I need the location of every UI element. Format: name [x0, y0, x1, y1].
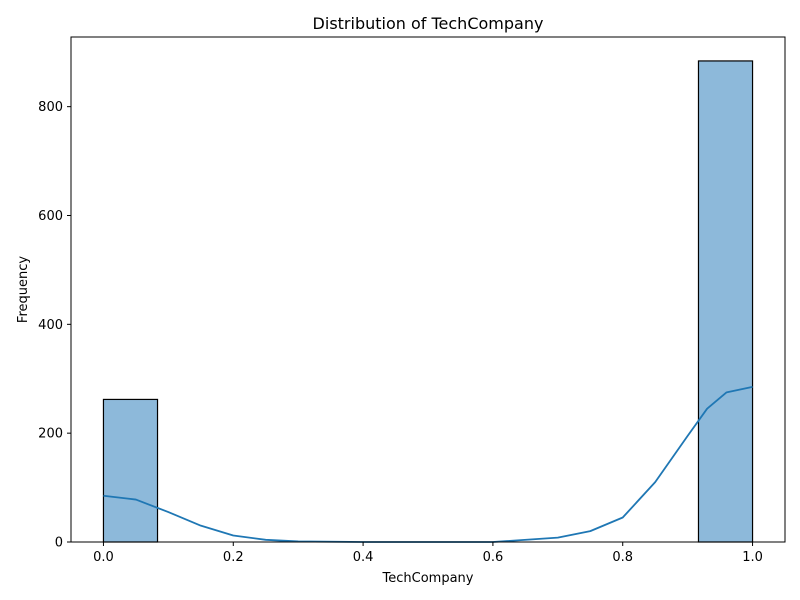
bars-layer [102, 60, 754, 543]
x-axis-label: TechCompany [382, 571, 474, 586]
plot-frame [70, 36, 786, 543]
y-tick-label: 600 [38, 209, 63, 224]
y-tick-label: 400 [38, 318, 63, 333]
y-tick-label: 0 [55, 536, 63, 551]
y-axis-label: Frequency [16, 256, 31, 323]
x-tick-label: 1.0 [742, 550, 763, 565]
y-axis-ticks: 0 200 400 600 800 [38, 100, 71, 551]
x-tick-label: 0.0 [93, 550, 114, 565]
y-tick-label: 200 [38, 427, 63, 442]
x-axis-ticks: 0.0 0.2 0.4 0.6 0.8 1.0 [93, 542, 763, 565]
x-tick-label: 0.2 [223, 550, 244, 565]
x-tick-label: 0.4 [353, 550, 374, 565]
x-tick-label: 0.6 [483, 550, 504, 565]
histogram-bar [102, 398, 159, 543]
y-tick-label: 800 [38, 100, 63, 115]
histogram-bar [697, 60, 754, 543]
chart-title: Distribution of TechCompany [313, 14, 544, 33]
x-tick-label: 0.8 [612, 550, 633, 565]
